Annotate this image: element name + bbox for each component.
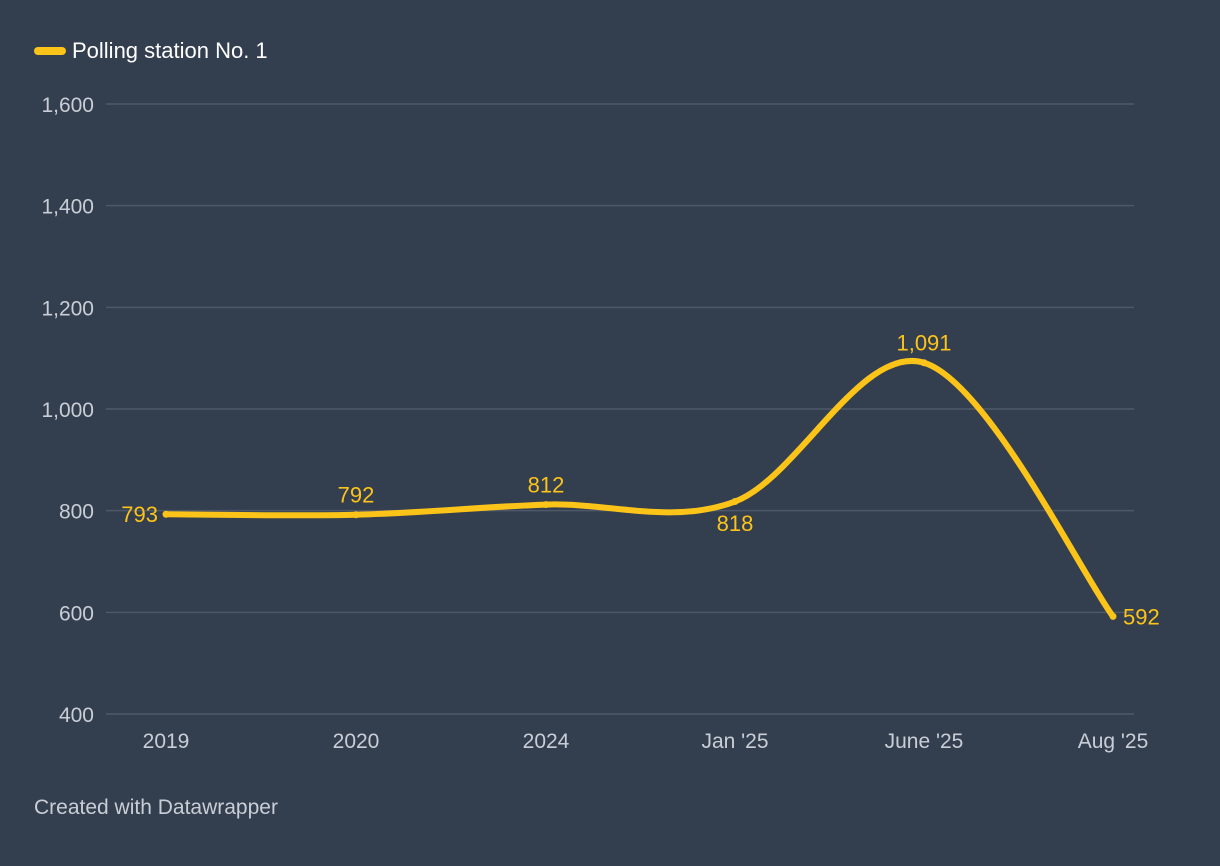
x-tick-label: Aug '25 [1078,730,1149,753]
y-tick-label: 1,000 [41,399,94,422]
series-line [163,357,1116,620]
data-label: 812 [528,473,565,498]
data-point [1109,612,1117,620]
x-tick-label: 2019 [143,730,190,753]
data-label: 592 [1123,604,1160,629]
legend-swatch-icon [34,47,66,55]
y-tick-label: 600 [59,602,94,625]
x-tick-label: June '25 [885,730,964,753]
legend: Polling station No. 1 [34,38,268,64]
data-label: 792 [338,483,375,508]
y-tick-label: 800 [59,501,94,524]
data-point [731,498,739,506]
x-tick-label: 2024 [523,730,570,753]
data-label: 793 [121,502,158,527]
data-label: 818 [717,511,754,536]
data-point [542,501,550,509]
y-tick-label: 400 [59,704,94,727]
footer-credit: Created with Datawrapper [34,796,278,819]
data-point [162,510,170,518]
data-label: 1,091 [896,331,951,356]
data-point [352,511,360,519]
x-tick-label: 2020 [333,730,380,753]
y-tick-label: 1,400 [41,196,94,219]
data-point [920,359,928,367]
y-tick-label: 1,200 [41,297,94,320]
y-tick-label: 1,600 [41,94,94,117]
x-tick-label: Jan '25 [701,730,768,753]
legend-label: Polling station No. 1 [72,38,268,63]
